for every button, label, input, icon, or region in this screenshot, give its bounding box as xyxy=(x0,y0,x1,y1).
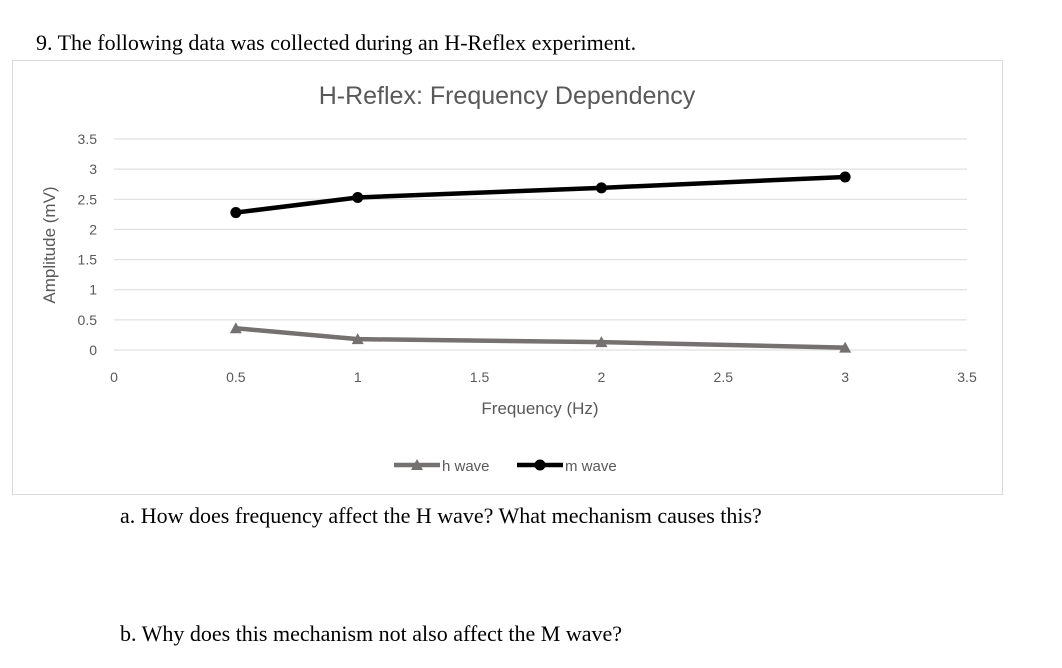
y-axis-label: Amplitude (mV) xyxy=(40,186,59,303)
chart-title: H-Reflex: Frequency Dependency xyxy=(319,82,696,110)
x-tick-label: 3 xyxy=(841,369,849,385)
x-tick-label: 1.5 xyxy=(470,369,490,385)
question-header: 9. The following data was collected duri… xyxy=(36,30,637,55)
data-point-h-wave xyxy=(839,341,852,353)
data-point-m-wave xyxy=(352,191,364,203)
legend-marker xyxy=(534,459,546,471)
question-part-b: b. Why does this mechanism not also affe… xyxy=(120,621,623,646)
y-tick-label: 2 xyxy=(89,221,97,237)
y-tick-label: 1.5 xyxy=(78,252,98,268)
x-tick-label: 3.5 xyxy=(957,369,977,385)
data-point-h-wave xyxy=(351,333,364,345)
x-tick-label: 0 xyxy=(110,369,118,385)
y-tick-label: 2.5 xyxy=(78,191,98,207)
x-tick-label: 0.5 xyxy=(226,369,246,385)
legend-label: h wave xyxy=(442,458,490,475)
y-tick-label: 3 xyxy=(89,161,97,177)
data-point-m-wave xyxy=(230,207,242,219)
y-tick-label: 1 xyxy=(89,282,97,298)
y-tick-label: 0.5 xyxy=(78,312,98,328)
data-point-m-wave xyxy=(595,182,607,194)
y-tick-label: 3.5 xyxy=(78,131,98,147)
data-point-h-wave xyxy=(229,322,242,334)
data-point-m-wave xyxy=(839,171,851,183)
y-tick-label: 0 xyxy=(89,342,97,358)
legend-label: m wave xyxy=(565,458,617,475)
x-axis-label: Frequency (Hz) xyxy=(481,399,598,418)
x-tick-label: 2 xyxy=(598,369,606,385)
x-tick-label: 1 xyxy=(354,369,362,385)
x-tick-label: 2.5 xyxy=(714,369,734,385)
series-line-h-wave xyxy=(235,326,846,350)
series-line-m-wave xyxy=(235,174,846,215)
legend-marker xyxy=(411,459,423,470)
data-point-h-wave xyxy=(595,336,608,348)
question-part-a: a. How does frequency affect the H wave?… xyxy=(120,503,762,528)
chart-frame xyxy=(12,60,1003,495)
